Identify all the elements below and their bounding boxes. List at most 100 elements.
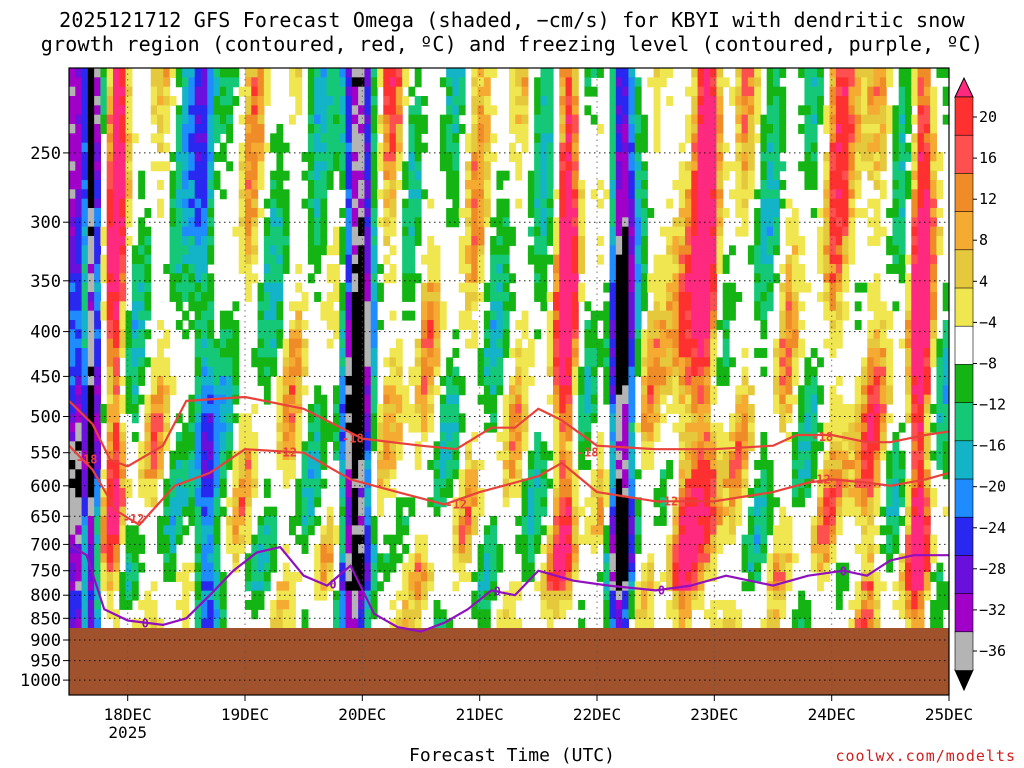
omega-cell	[188, 170, 196, 181]
omega-cell	[571, 86, 579, 97]
omega-cell	[559, 534, 567, 545]
omega-cell	[628, 404, 636, 414]
omega-cell	[779, 422, 787, 433]
omega-cell	[829, 320, 837, 330]
omega-cell	[553, 217, 560, 228]
omega-cell	[201, 441, 208, 452]
omega-cell	[578, 264, 586, 274]
omega-cell	[314, 413, 322, 424]
omega-cell	[270, 282, 278, 293]
omega-cell	[754, 189, 762, 200]
omega-cell	[194, 404, 202, 414]
omega-cell	[358, 86, 366, 97]
omega-cell	[383, 357, 391, 368]
omega-cell	[534, 86, 542, 97]
omega-cell	[194, 86, 202, 97]
omega-cell	[691, 450, 699, 461]
omega-cell	[703, 254, 711, 265]
omega-cell	[685, 478, 692, 489]
omega-cell	[546, 105, 554, 116]
omega-cell	[119, 292, 127, 302]
omega-cell	[779, 329, 787, 340]
omega-cell	[509, 609, 516, 620]
omega-cell	[791, 254, 799, 265]
omega-cell	[716, 133, 724, 144]
omega-cell	[87, 488, 95, 498]
omega-cell	[452, 404, 460, 414]
omega-cell	[257, 161, 265, 172]
omega-cell	[829, 198, 837, 209]
omega-cell	[326, 516, 334, 526]
omega-cell	[672, 553, 680, 564]
omega-cell	[703, 376, 711, 386]
omega-cell	[565, 226, 573, 237]
omega-cell	[263, 506, 271, 517]
omega-cell	[106, 572, 114, 582]
omega-cell	[565, 534, 573, 545]
omega-cell	[339, 534, 347, 545]
omega-cell	[647, 441, 655, 452]
omega-cell	[666, 599, 674, 610]
omega-cell	[458, 385, 466, 396]
omega-cell	[320, 189, 328, 200]
omega-cell	[477, 460, 485, 470]
omega-cell	[672, 245, 680, 256]
omega-cell	[282, 609, 290, 620]
omega-cell	[747, 152, 755, 162]
omega-cell	[163, 525, 171, 536]
omega-cell	[207, 310, 215, 321]
omega-cell	[163, 534, 171, 545]
omega-cell	[546, 329, 554, 340]
omega-cell	[817, 208, 824, 218]
omega-cell	[414, 198, 422, 209]
omega-cell	[157, 404, 164, 414]
omega-cell	[257, 310, 265, 321]
omega-cell	[760, 460, 768, 470]
omega-cell	[546, 86, 554, 97]
omega-cell	[754, 292, 762, 302]
omega-cell	[94, 329, 102, 340]
omega-cell	[276, 301, 284, 312]
omega-cell	[496, 198, 504, 209]
omega-cell	[798, 320, 806, 330]
omega-cell	[251, 180, 259, 190]
omega-cell	[194, 161, 202, 172]
omega-cell	[113, 86, 120, 97]
omega-cell	[358, 413, 366, 424]
omega-cell	[408, 404, 416, 414]
omega-cell	[100, 264, 108, 274]
omega-cell	[289, 422, 296, 433]
omega-cell	[716, 534, 724, 545]
omega-cell	[641, 292, 648, 302]
omega-cell	[106, 236, 114, 246]
omega-cell	[326, 506, 334, 517]
omega-cell	[458, 254, 466, 265]
omega-cell	[320, 96, 328, 106]
omega-cell	[842, 142, 850, 153]
omega-cell	[314, 497, 322, 508]
omega-cell	[603, 366, 611, 377]
omega-cell	[647, 581, 655, 592]
omega-cell	[113, 161, 120, 172]
omega-cell	[678, 338, 686, 349]
omega-cell	[810, 553, 818, 564]
omega-cell	[295, 338, 303, 349]
omega-cell	[452, 208, 460, 218]
omega-cell	[87, 114, 95, 125]
omega-cell	[94, 609, 102, 620]
omega-cell	[364, 96, 372, 106]
omega-cell	[138, 301, 146, 312]
omega-cell	[747, 488, 755, 498]
omega-cell	[245, 161, 252, 172]
omega-cell	[521, 68, 529, 78]
omega-cell	[131, 133, 139, 144]
omega-cell	[672, 599, 680, 610]
omega-cell	[138, 618, 146, 629]
omega-cell	[458, 516, 466, 526]
omega-cell	[226, 77, 234, 88]
omega-cell	[502, 441, 510, 452]
omega-cell	[817, 562, 824, 573]
omega-cell	[735, 618, 743, 629]
omega-cell	[628, 469, 636, 480]
omega-cell	[565, 273, 573, 284]
